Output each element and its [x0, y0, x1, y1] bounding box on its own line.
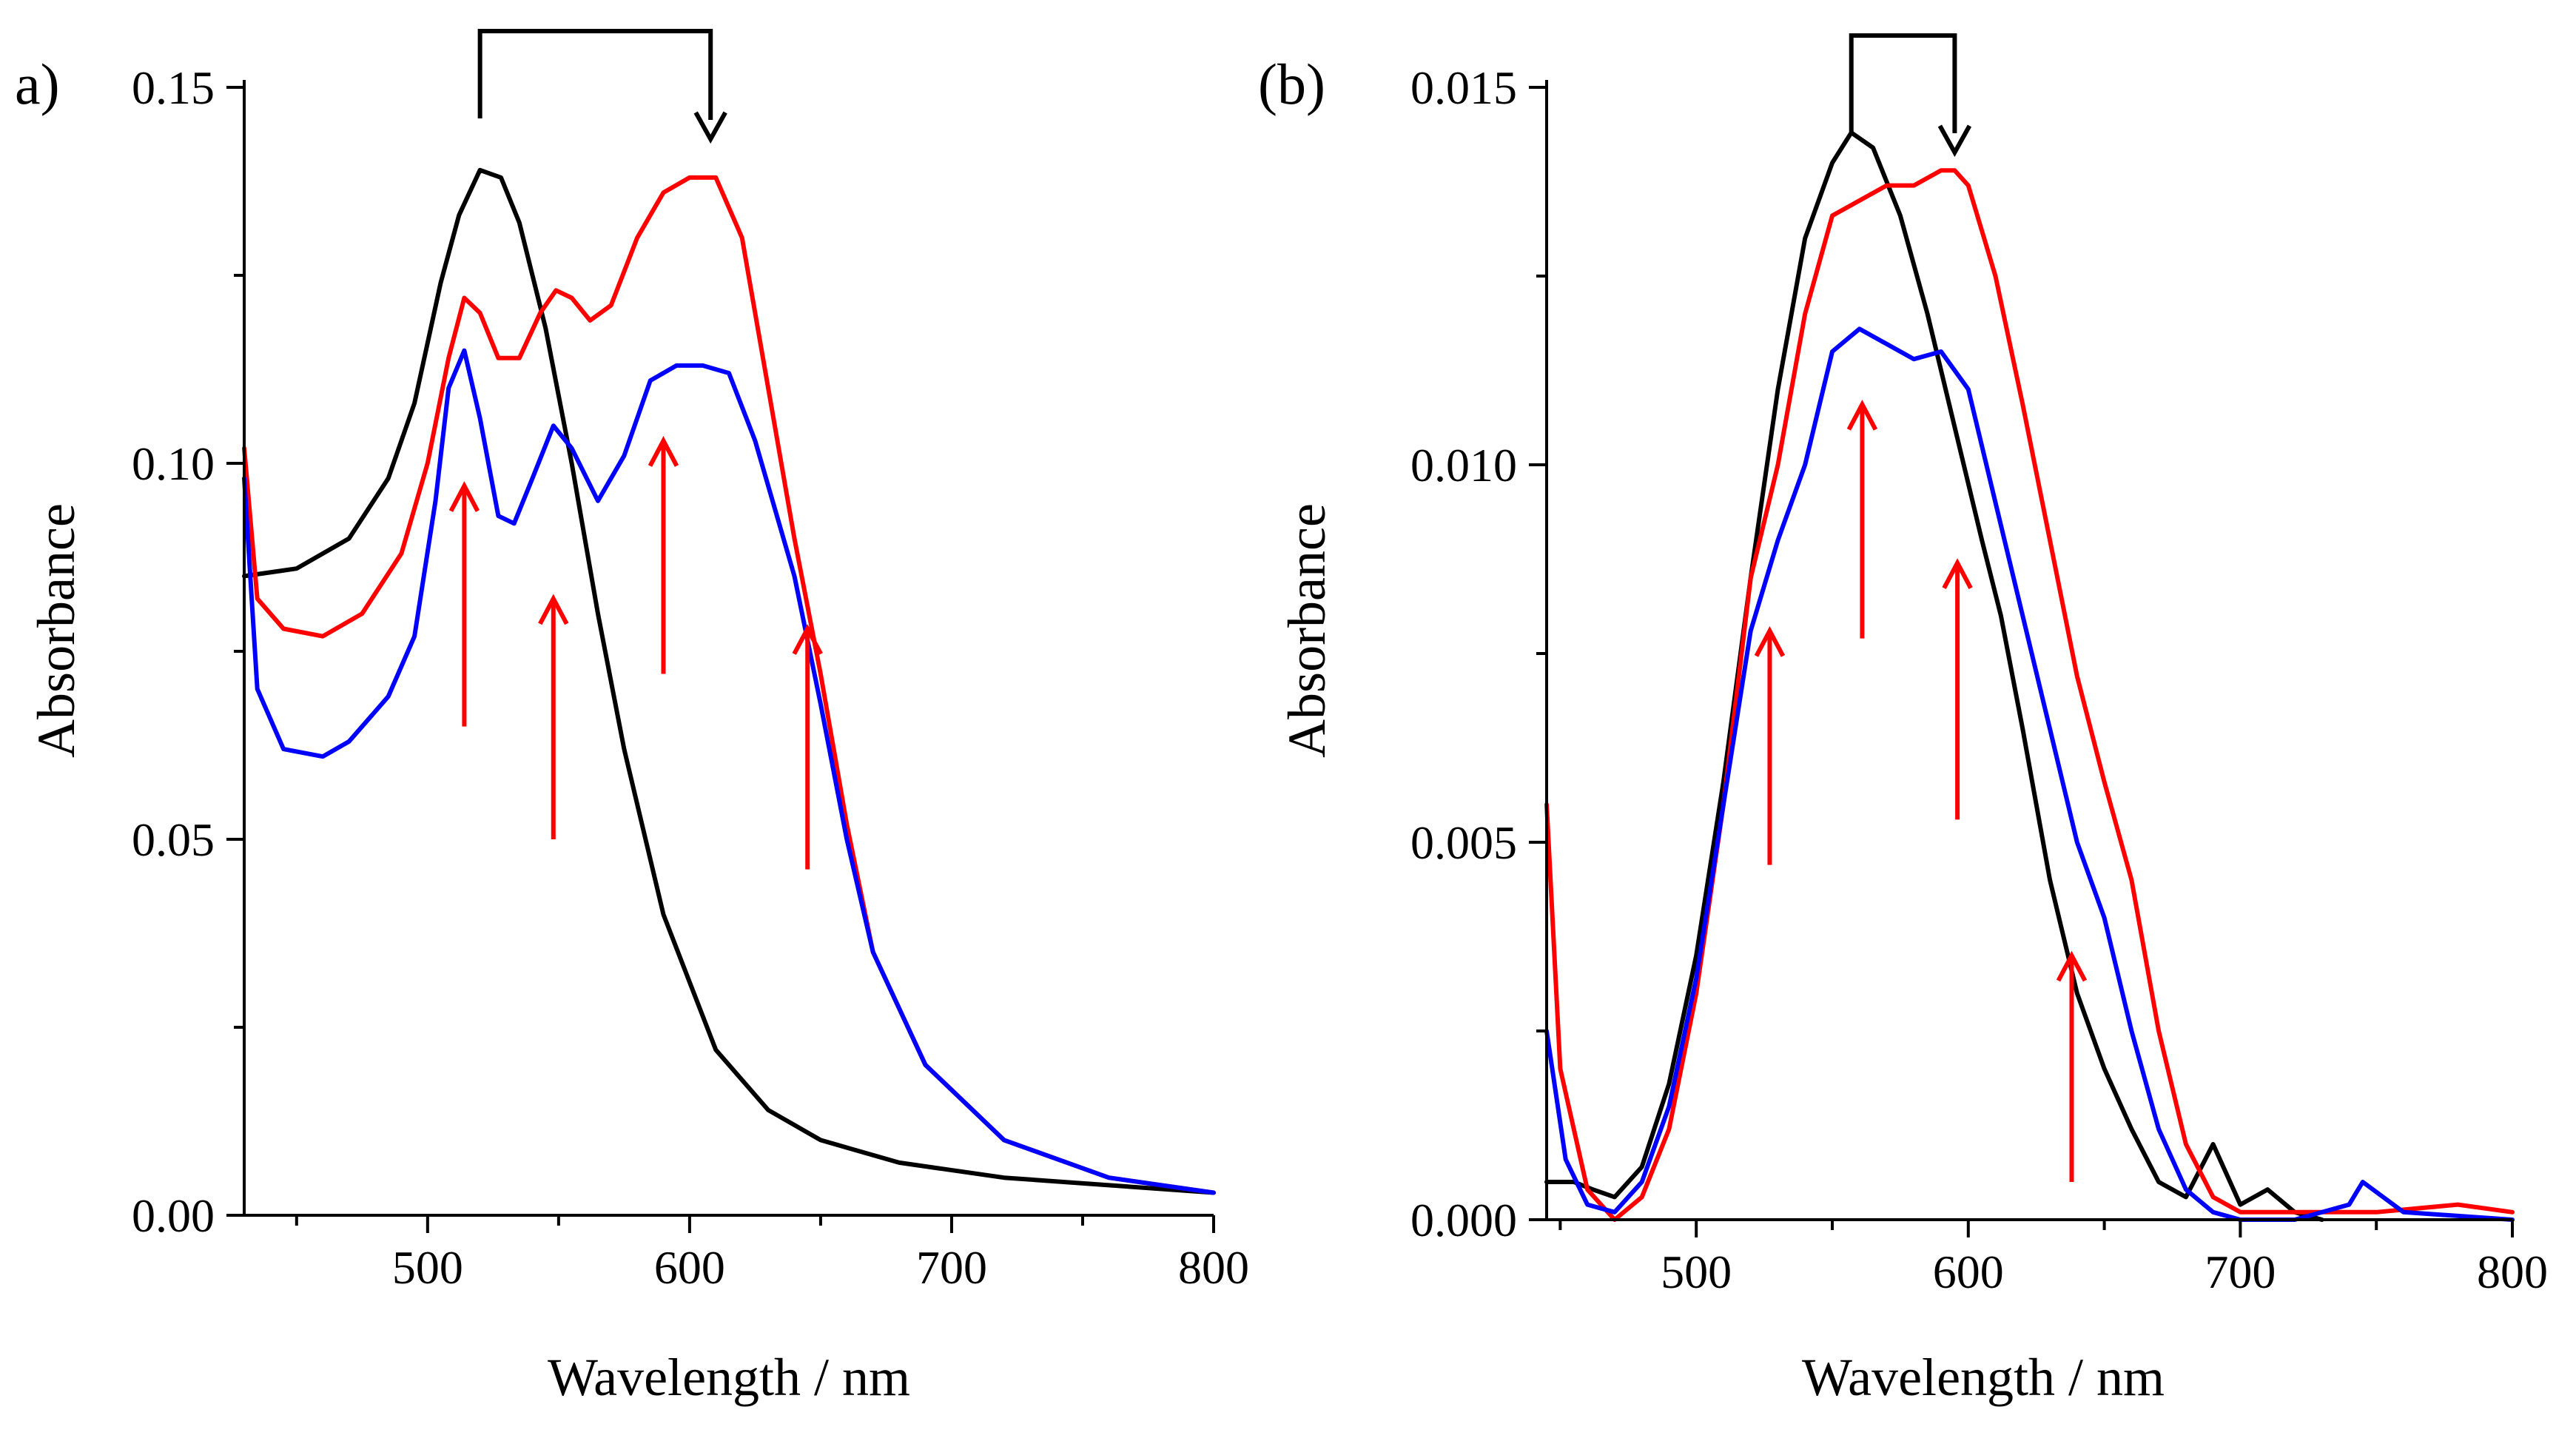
panel-a-label: a) [15, 52, 60, 116]
panel-b-bracket-arrow [1849, 33, 1957, 133]
panel-a-series-red [242, 175, 1216, 1195]
panel-b-x-tick-label: 600 [1933, 1246, 2004, 1298]
panel-a-red-arrowhead [448, 481, 480, 512]
panel-b-red-arrowhead [1942, 558, 1973, 590]
panel-b-xlabel: Wavelength / nm [1802, 1348, 2165, 1407]
panel-b-y-tick-label: 0.015 [1410, 61, 1517, 114]
panel-b-red-arrowhead [1754, 625, 1786, 657]
panel-b-x-tick-label: 800 [2477, 1246, 2548, 1298]
panel-a-y-tick-label: 0.00 [132, 1189, 215, 1242]
panel-b-label: (b) [1258, 52, 1325, 116]
panel-a-red-arrowhead [792, 624, 823, 655]
panel-b-red-arrowhead [2056, 950, 2088, 982]
panel-a-y-tick-label: 0.05 [132, 813, 215, 866]
panel-a-x-tick-label: 700 [916, 1241, 987, 1294]
panel-a-series-blue [242, 348, 1216, 1195]
panel-b: (b) Wavelength / nm Absorbance 500 600 700… [1258, 33, 2548, 1407]
panel-b-ylabel: Absorbance [1277, 503, 1336, 758]
panel-a-y-tick-label: 0.10 [132, 437, 215, 490]
panel-a-series-black [242, 167, 1216, 1195]
panel-b-y-tick-label: 0.000 [1410, 1194, 1517, 1246]
panel-b-series-black [1544, 130, 2324, 1222]
panel-a-bracket-arrowhead [693, 111, 727, 144]
panel-a-bracket-arrow [477, 29, 713, 120]
panel-a-x-tick-label: 500 [392, 1241, 463, 1294]
panel-b-x-tick-label: 500 [1661, 1246, 1732, 1298]
panel-b-y-tick-label: 0.010 [1410, 439, 1517, 491]
panel-a-red-arrowhead [538, 594, 569, 625]
panel-a: a) Wavelength / nm Absorbance 500 600 700 8… [15, 29, 1249, 1407]
panel-a-y-tick-label: 0.15 [132, 61, 215, 114]
panel-b-bracket-arrowhead [1937, 124, 1972, 158]
panel-a-x-tick-label: 600 [654, 1241, 725, 1294]
panel-a-x-tick-label: 800 [1178, 1241, 1249, 1294]
panel-b-x-tick-label: 700 [2205, 1246, 2276, 1298]
panel-a-ylabel: Absorbance [27, 503, 86, 758]
panel-a-xlabel: Wavelength / nm [548, 1348, 910, 1407]
panel-b-series-red [1544, 168, 2515, 1222]
panel-b-red-arrowhead [1846, 399, 1878, 431]
panel-a-red-arrowhead [648, 436, 679, 467]
panel-b-y-tick-label: 0.005 [1410, 816, 1517, 869]
